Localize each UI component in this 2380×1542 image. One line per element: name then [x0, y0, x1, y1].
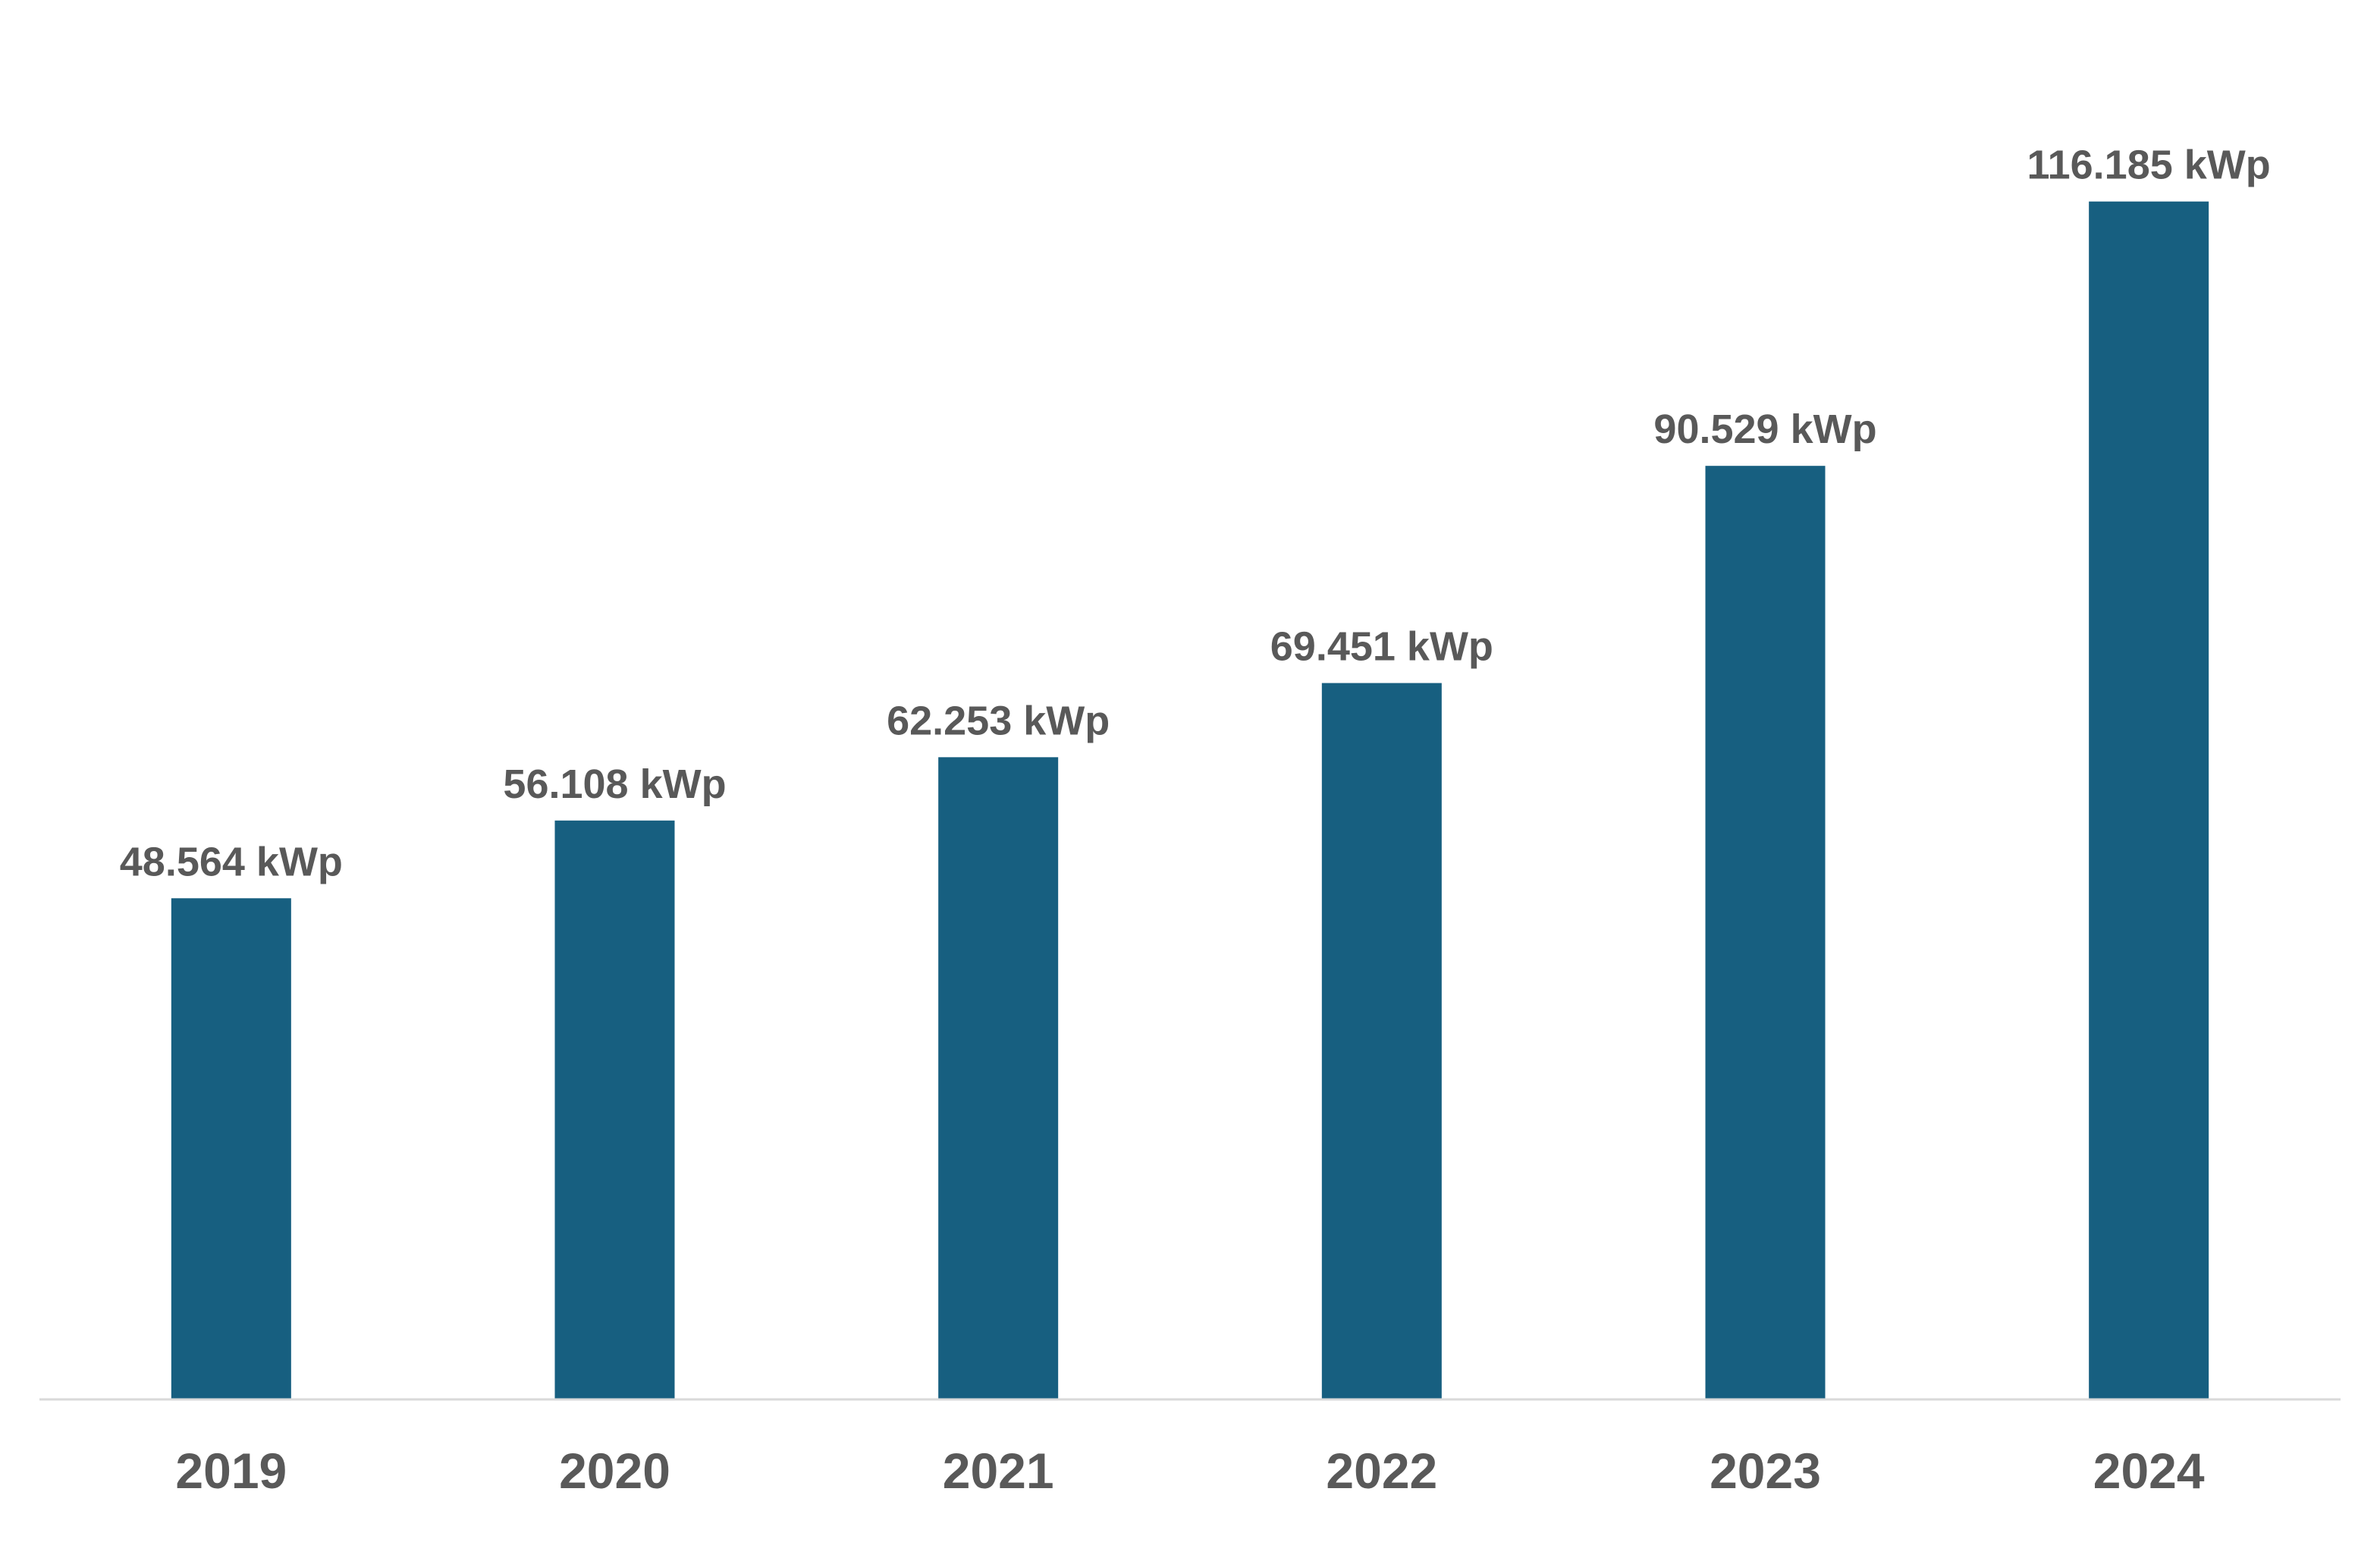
x-tick-label-2019: 2019 — [175, 1443, 287, 1499]
x-tick-label-2023: 2023 — [1710, 1443, 1821, 1499]
x-tick-label-2020: 2020 — [559, 1443, 670, 1499]
data-label-2020: 56.108 kWp — [503, 762, 726, 807]
x-tick-label-2021: 2021 — [943, 1443, 1054, 1499]
bar-2023 — [1705, 466, 1826, 1399]
bar-2019 — [171, 898, 291, 1399]
bar-2024 — [2089, 201, 2209, 1399]
data-label-2021: 62.253 kWp — [887, 698, 1110, 743]
data-labels-group: 48.564 kWp 56.108 kWp 62.253 kWp 69.451 kWp… — [120, 143, 2271, 885]
bars-group — [171, 201, 2209, 1399]
data-label-2024: 116.185 kWp — [2027, 143, 2271, 188]
data-label-2023: 90.529 kWp — [1653, 407, 1876, 452]
bar-2020 — [554, 820, 675, 1399]
data-label-2019: 48.564 kWp — [120, 839, 343, 884]
x-tick-label-2022: 2022 — [1326, 1443, 1437, 1499]
x-tick-labels-group: 2019 2020 2021 2022 2023 2024 — [175, 1443, 2204, 1499]
bar-2022 — [1321, 683, 1442, 1399]
data-label-2022: 69.451 kWp — [1270, 624, 1493, 670]
bar-2021 — [938, 757, 1059, 1399]
x-tick-label-2024: 2024 — [2093, 1443, 2205, 1499]
